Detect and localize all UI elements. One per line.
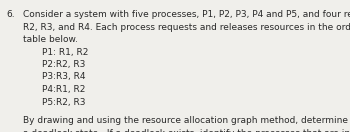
- Text: Consider a system with five processes, P1, P2, P3, P4 and P5, and four resources: Consider a system with five processes, P…: [23, 10, 350, 19]
- Text: P1: R1, R2: P1: R1, R2: [42, 48, 88, 56]
- Text: P2:R2, R3: P2:R2, R3: [42, 60, 85, 69]
- Text: P5:R2, R3: P5:R2, R3: [42, 98, 85, 107]
- Text: By drawing and using the resource allocation graph method, determine if the syst: By drawing and using the resource alloca…: [23, 116, 350, 125]
- Text: a deadlock state.  If a deadlock exists, identify the processes that are involve: a deadlock state. If a deadlock exists, …: [23, 129, 350, 132]
- Text: table below.: table below.: [23, 35, 78, 44]
- Text: R2, R3, and R4. Each process requests and releases resources in the order shown : R2, R3, and R4. Each process requests an…: [23, 22, 350, 32]
- Text: 6.: 6.: [6, 10, 15, 19]
- Text: P3:R3, R4: P3:R3, R4: [42, 72, 85, 81]
- Text: P4:R1, R2: P4:R1, R2: [42, 85, 85, 94]
